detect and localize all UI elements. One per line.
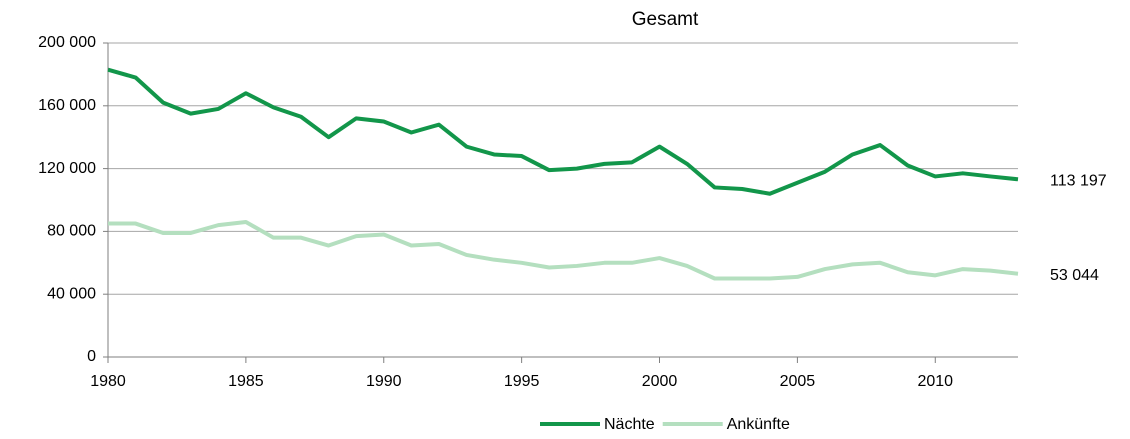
chart-title: Gesamt (632, 9, 699, 30)
line-series (107, 67, 1019, 196)
y-tick-label: 200 000 (38, 34, 96, 51)
legend-label: Ankünfte (727, 416, 790, 433)
y-tick-label: 40 000 (47, 285, 96, 302)
y-tick-label: 160 000 (38, 97, 96, 114)
x-tick-label: 1980 (90, 373, 126, 390)
x-tick-label: 1990 (366, 373, 402, 390)
x-tick-label: 1995 (504, 373, 540, 390)
end-label: 53 044 (1050, 267, 1099, 284)
x-tick-label: 2000 (642, 373, 678, 390)
legend-label: Nächte (604, 416, 655, 433)
x-tick-label: 2005 (780, 373, 816, 390)
y-tick-label: 120 000 (38, 160, 96, 177)
x-tick-label: 2010 (917, 373, 953, 390)
end-label: 113 197 (1050, 172, 1107, 189)
line-series (108, 219, 1019, 281)
y-tick-label: 0 (87, 348, 96, 365)
x-tick-label: 1985 (228, 373, 264, 390)
y-tick-label: 80 000 (47, 223, 96, 240)
